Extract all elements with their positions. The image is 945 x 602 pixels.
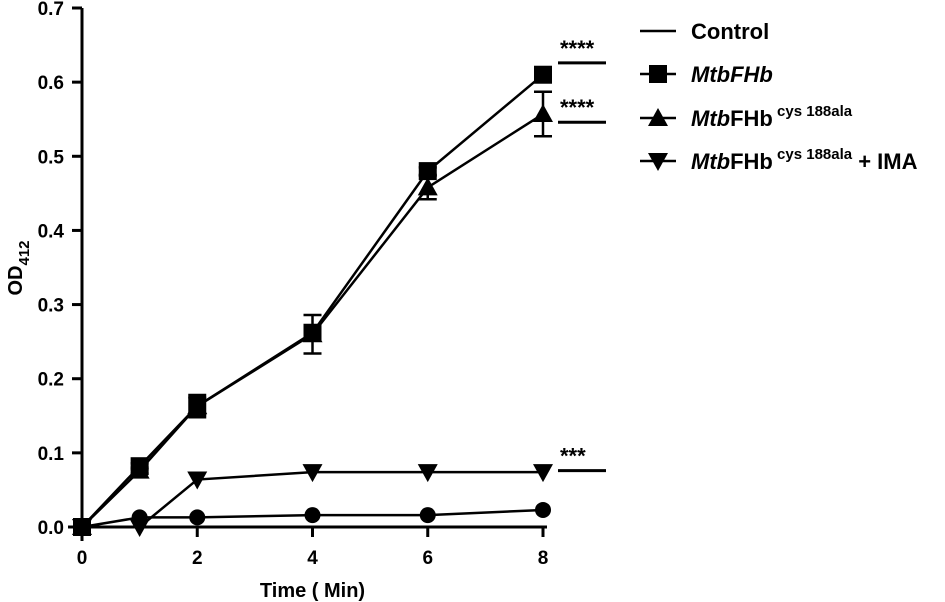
- data-point: [304, 507, 321, 524]
- data-point: [302, 324, 323, 343]
- significance-stars: ****: [560, 95, 595, 120]
- significance-annotation: ****: [558, 95, 606, 124]
- x-tick-label: 4: [307, 548, 318, 569]
- legend: Control MtbFHb MtbFHb cys 188ala MtbFHb cys…: [640, 19, 918, 174]
- x-tick-label: 0: [77, 548, 88, 569]
- legend-item: MtbFHb cys 188ala + IMA: [640, 146, 918, 174]
- legend-marker-icon: [648, 153, 668, 171]
- data-point: [419, 507, 436, 524]
- legend-label: MtbFHb: [691, 62, 773, 87]
- legend-item: MtbFHb cys 188ala: [640, 103, 853, 131]
- legend-label: MtbFHb cys 188ala: [691, 103, 853, 131]
- legend-item: Control: [640, 19, 769, 44]
- data-point: [533, 464, 553, 483]
- x-axis-title: Time ( Min): [260, 580, 365, 602]
- data-point: [534, 65, 552, 84]
- x-tick-label: 8: [538, 548, 549, 569]
- data-point: [72, 519, 92, 537]
- series-line: [81, 112, 544, 528]
- y-tick-label: 0.5: [38, 147, 65, 168]
- y-tick-label: 0.2: [38, 370, 64, 391]
- significance-annotation: ****: [558, 36, 606, 65]
- data-point: [129, 460, 150, 479]
- data-point: [187, 396, 208, 415]
- data-point: [189, 509, 206, 526]
- x-tick-label: 2: [192, 548, 203, 569]
- series-triangle-down: [72, 464, 553, 537]
- data-point: [302, 464, 323, 483]
- legend-label: MtbFHb cys 188ala + IMA: [691, 146, 918, 174]
- significance-stars: ***: [560, 444, 586, 469]
- y-tick-label: 0.4: [38, 221, 65, 242]
- series-line: [81, 508, 544, 529]
- legend-marker-icon: [648, 108, 668, 126]
- data-point: [187, 471, 208, 490]
- data-point: [535, 501, 551, 518]
- y-tick-label: 0.0: [38, 518, 64, 539]
- y-tick-label: 0.7: [38, 0, 64, 20]
- legend-item: MtbFHb: [640, 62, 773, 87]
- data-point: [533, 104, 553, 123]
- legend-label: Control: [691, 19, 769, 44]
- series-triangle-up: [72, 90, 553, 535]
- significance-stars: ****: [560, 36, 595, 61]
- series-line: [82, 470, 543, 529]
- data-point: [417, 464, 438, 483]
- y-axis-title: OD412: [5, 240, 33, 295]
- data-point: [129, 519, 150, 537]
- data-point: [417, 177, 438, 196]
- x-tick-label: 6: [422, 548, 433, 569]
- y-tick-label: 0.3: [38, 296, 64, 317]
- y-tick-label: 0.1: [38, 444, 65, 465]
- significance-annotation: ***: [558, 444, 606, 473]
- y-tick-label: 0.6: [38, 73, 64, 94]
- legend-marker-icon: [649, 65, 667, 83]
